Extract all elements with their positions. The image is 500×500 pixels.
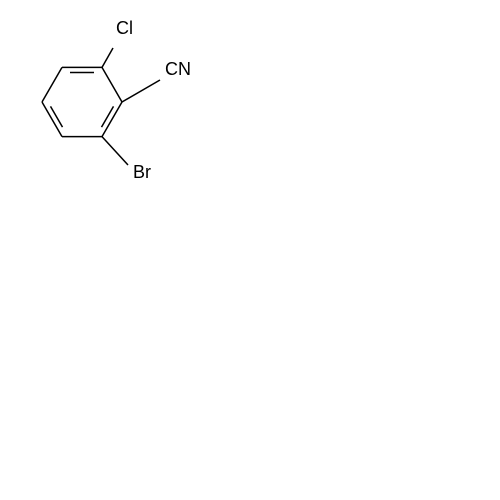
bond-line — [51, 106, 63, 127]
atom-label: Br — [133, 162, 151, 182]
atom-label: Cl — [116, 18, 133, 38]
bond-line — [42, 102, 62, 137]
bond-line — [102, 106, 114, 127]
bond-line — [102, 67, 122, 102]
bond-line — [102, 102, 122, 137]
bond-line — [102, 137, 128, 165]
chemical-structure-diagram: Cl CN Br — [0, 0, 500, 500]
atom-label: CN — [165, 59, 191, 79]
bond-line — [42, 67, 62, 102]
bond-line — [102, 48, 113, 67]
bond-line — [122, 80, 160, 102]
